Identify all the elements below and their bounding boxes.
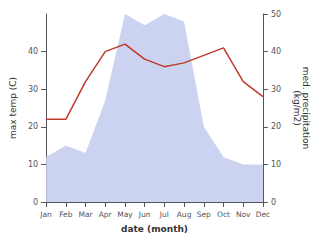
svg-text:(kg/m2): (kg/m2) bbox=[292, 90, 302, 125]
svg-text:20: 20 bbox=[271, 122, 281, 131]
svg-text:Jun: Jun bbox=[138, 210, 151, 219]
svg-text:10: 10 bbox=[271, 160, 281, 169]
svg-text:0: 0 bbox=[33, 198, 38, 207]
svg-text:Nov: Nov bbox=[236, 210, 251, 219]
svg-text:40: 40 bbox=[28, 47, 38, 56]
svg-text:40: 40 bbox=[271, 47, 281, 56]
svg-text:50: 50 bbox=[271, 10, 281, 19]
svg-text:May: May bbox=[117, 210, 133, 219]
svg-text:Aug: Aug bbox=[177, 210, 192, 219]
svg-text:max temp (C): max temp (C) bbox=[8, 77, 18, 139]
svg-text:20: 20 bbox=[28, 122, 38, 131]
svg-text:Mar: Mar bbox=[78, 210, 93, 219]
svg-text:Jan: Jan bbox=[39, 210, 52, 219]
svg-text:30: 30 bbox=[28, 85, 38, 94]
svg-text:date (month): date (month) bbox=[121, 224, 188, 234]
svg-text:Sep: Sep bbox=[197, 210, 211, 219]
svg-text:30: 30 bbox=[271, 85, 281, 94]
svg-text:0: 0 bbox=[271, 198, 276, 207]
svg-text:10: 10 bbox=[28, 160, 38, 169]
svg-text:med. precipitation: med. precipitation bbox=[300, 66, 311, 150]
svg-text:Jul: Jul bbox=[159, 210, 169, 219]
svg-text:Apr: Apr bbox=[99, 210, 113, 219]
svg-text:Dec: Dec bbox=[256, 210, 271, 219]
svg-text:Feb: Feb bbox=[59, 210, 73, 219]
svg-text:Oct: Oct bbox=[217, 210, 230, 219]
